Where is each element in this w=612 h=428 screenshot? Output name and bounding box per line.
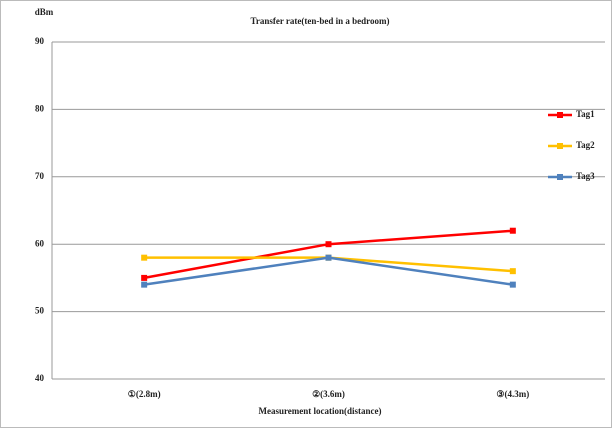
- y-tick-label: 40: [35, 373, 45, 383]
- point-marker: [325, 241, 332, 248]
- y-tick-label: 70: [35, 171, 45, 181]
- legend-marker: [557, 143, 563, 149]
- x-tick-label: ②(3.6m): [312, 389, 345, 399]
- point-marker: [141, 281, 148, 288]
- legend-label: Tag3: [576, 171, 595, 181]
- point-marker: [141, 274, 148, 281]
- x-tick-label: ③(4.3m): [496, 389, 529, 399]
- x-tick-label: ①(2.8m): [128, 389, 161, 399]
- y-axis-label: dBm: [35, 7, 54, 17]
- y-tick-label: 80: [35, 103, 45, 113]
- legend-marker: [557, 174, 563, 180]
- chart-title: Transfer rate(ten-bed in a bedroom): [251, 16, 390, 26]
- y-tick-label: 60: [35, 238, 45, 248]
- legend-label: Tag2: [576, 140, 595, 150]
- x-axis-label: Measurement location(distance): [258, 406, 381, 416]
- point-marker: [509, 281, 516, 288]
- y-tick-label: 90: [35, 36, 45, 46]
- legend-label: Tag1: [576, 109, 595, 119]
- y-tick-label: 50: [35, 306, 45, 316]
- point-marker: [509, 227, 516, 234]
- point-marker: [325, 254, 332, 261]
- legend-marker: [557, 112, 563, 118]
- point-marker: [141, 254, 148, 261]
- point-marker: [509, 268, 516, 275]
